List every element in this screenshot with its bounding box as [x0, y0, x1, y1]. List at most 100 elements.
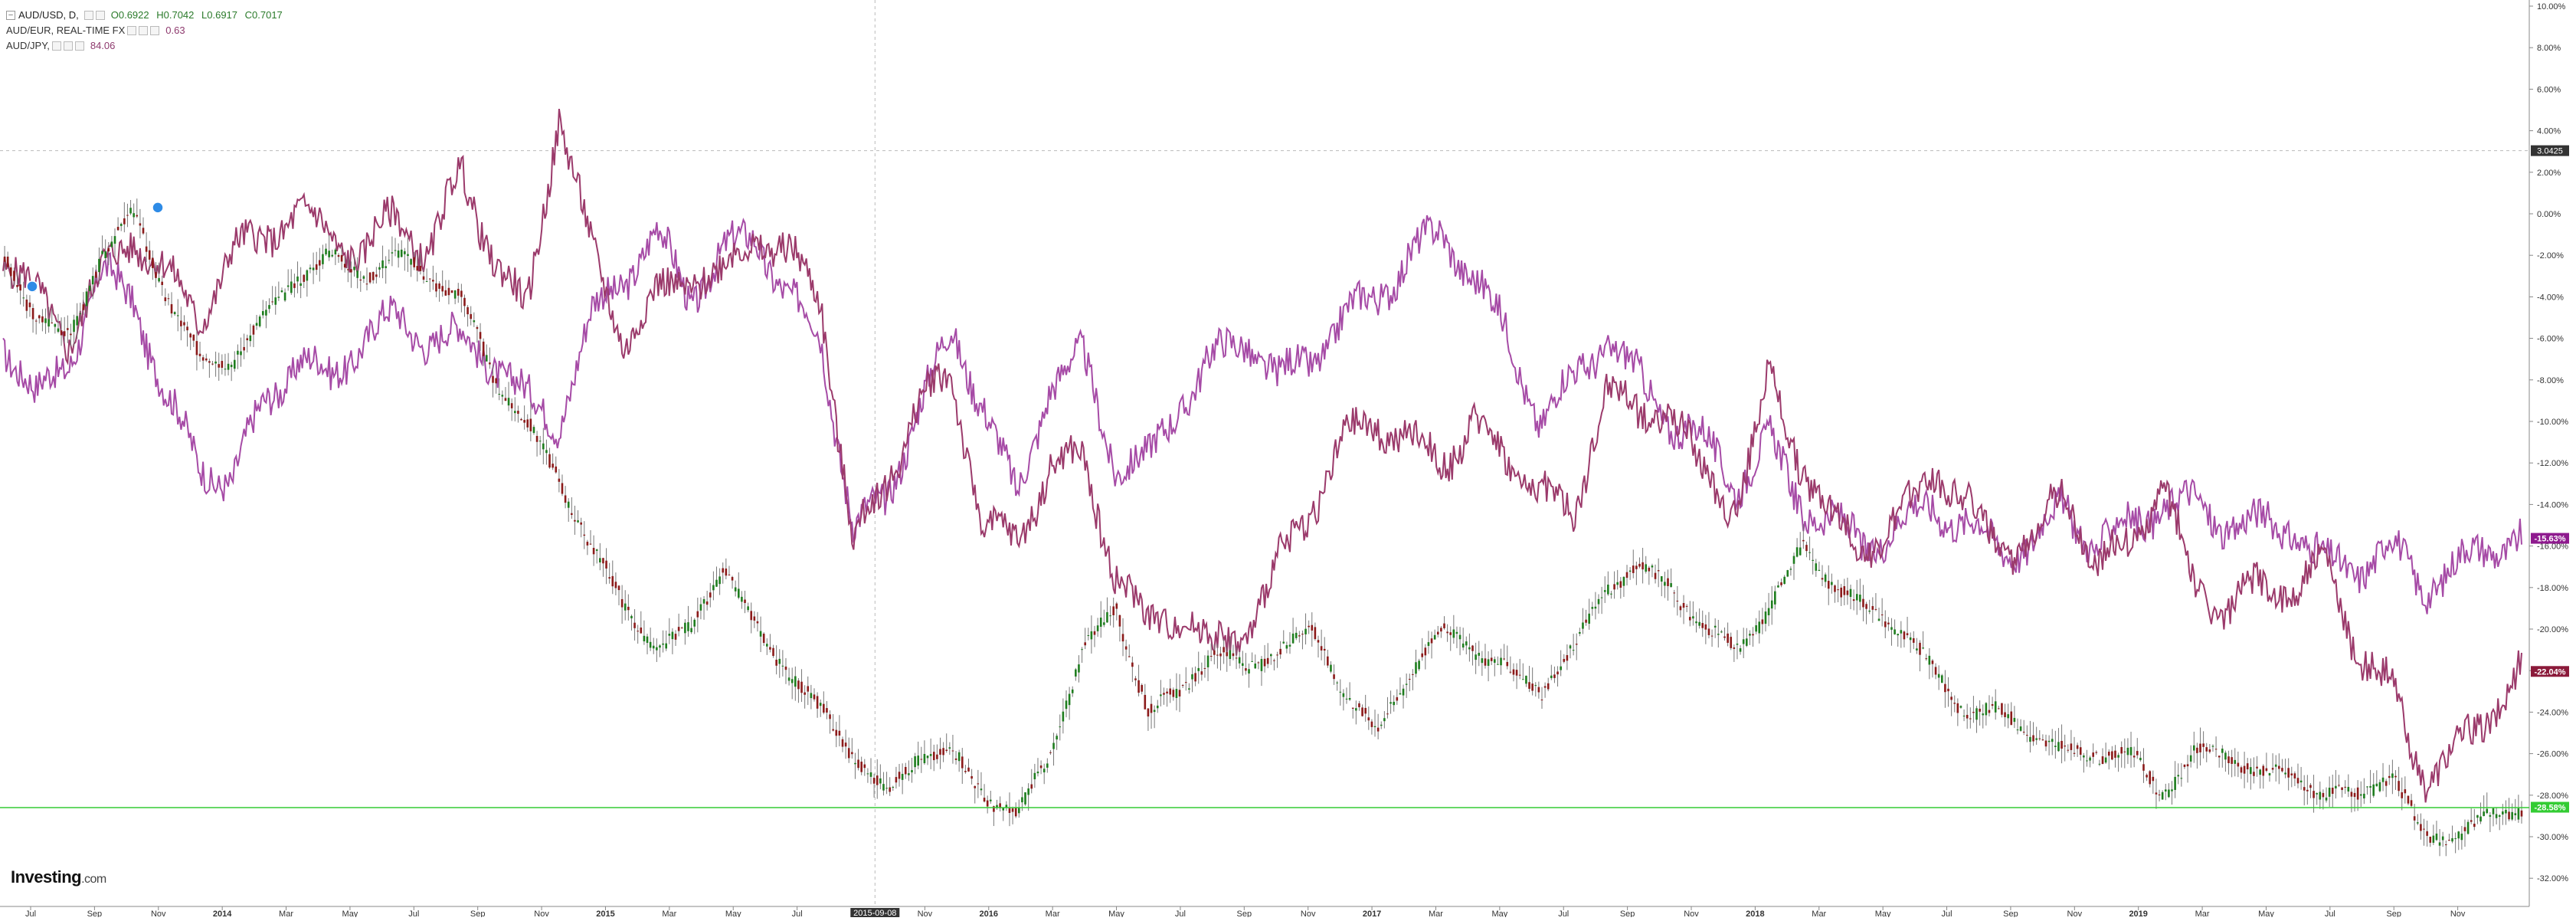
candle-body: [2429, 836, 2432, 843]
candle-body: [1421, 653, 1424, 657]
audjpy-series: [2, 215, 2522, 615]
candle-body: [1616, 582, 1619, 585]
candle-body: [343, 264, 346, 268]
candle-body: [715, 579, 718, 587]
candle-body: [1147, 708, 1150, 717]
y-tick-label: 6.00%: [2537, 85, 2561, 94]
candle-body: [1399, 693, 1402, 695]
candle-body: [892, 787, 895, 788]
candle-body: [942, 748, 944, 755]
candle-body: [507, 398, 510, 406]
close-icon[interactable]: [74, 41, 84, 51]
candle-body: [599, 558, 601, 562]
candle-body: [422, 276, 425, 280]
candle-body: [1115, 603, 1118, 609]
candle-body: [1396, 696, 1399, 701]
candle-body: [1033, 772, 1036, 780]
candle-body: [1730, 637, 1733, 648]
candle-body: [1698, 621, 1700, 626]
candle-body: [908, 773, 910, 775]
event-marker-icon[interactable]: [26, 280, 38, 293]
investing-logo[interactable]: Investing.com: [11, 867, 106, 887]
settings-icon[interactable]: [63, 41, 73, 51]
candle-body: [450, 290, 453, 293]
visibility-icon[interactable]: [51, 41, 61, 51]
candle-body: [211, 363, 214, 365]
y-tick-label: 4.00%: [2537, 127, 2561, 136]
x-tick-label: Jul: [792, 910, 803, 917]
candle-body: [1572, 650, 1575, 651]
x-tick-label: Sep: [87, 910, 103, 917]
visibility-icon[interactable]: [127, 26, 137, 35]
x-axis: Jul Sep Nov 2014 Mar May Jul Sep Nov 2015 Mar May Ju…: [25, 906, 2466, 919]
candle-body: [1304, 628, 1307, 634]
candle-body: [28, 302, 31, 307]
candle-body: [800, 681, 803, 693]
candle-body: [2388, 775, 2391, 778]
candle-body: [2208, 749, 2211, 752]
candle-body: [2287, 768, 2290, 778]
candle-body: [804, 692, 806, 695]
candle-body: [492, 375, 494, 383]
candle-body: [851, 752, 853, 755]
candle-body: [807, 686, 810, 692]
candle-body: [2435, 833, 2438, 841]
candle-body: [1827, 581, 1830, 589]
candle-body: [2316, 793, 2318, 795]
candle-body: [1160, 694, 1162, 696]
candle-body: [466, 306, 469, 315]
candle-body: [1582, 622, 1584, 629]
logo-suffix: .com: [81, 873, 106, 886]
candle-body: [1645, 564, 1648, 572]
candle-body: [1320, 646, 1323, 651]
x-tick-label: Jul: [2325, 910, 2335, 917]
candle-body: [221, 361, 224, 368]
close-icon[interactable]: [150, 26, 160, 35]
main-symbol[interactable]: AUD/USD, D,: [18, 9, 79, 21]
candle-body: [1358, 703, 1360, 707]
candle-body: [1890, 627, 1893, 630]
compare-eur-label[interactable]: AUD/EUR, REAL-TIME FX: [6, 25, 126, 36]
candle-body: [2221, 749, 2224, 753]
candle-body: [1966, 714, 1969, 719]
event-markers[interactable]: [26, 202, 164, 293]
candle-body: [309, 267, 312, 270]
candle-body: [1455, 631, 1458, 634]
candle-body: [1560, 666, 1562, 670]
candle-body: [756, 621, 759, 624]
candle-body: [844, 742, 847, 747]
candle-body: [2120, 747, 2123, 754]
candle-body: [95, 271, 97, 278]
event-marker-icon[interactable]: [152, 202, 164, 214]
candle-body: [479, 332, 482, 339]
candle-body: [350, 269, 352, 273]
compare-jpy-label[interactable]: AUD/JPY,: [6, 40, 50, 51]
candle-body: [1150, 703, 1153, 713]
candle-body: [328, 251, 330, 257]
candle-body: [983, 798, 986, 802]
candle-body: [866, 773, 869, 775]
candle-body: [1364, 707, 1367, 714]
candle-body: [2098, 763, 2101, 765]
settings-icon[interactable]: [83, 11, 93, 20]
collapse-icon[interactable]: –: [6, 11, 15, 20]
close-icon[interactable]: [95, 11, 105, 20]
candle-body: [1667, 578, 1669, 586]
y-tick-label: -12.00%: [2537, 459, 2568, 468]
settings-icon[interactable]: [139, 26, 149, 35]
candle-body: [1720, 631, 1723, 633]
candle-body: [693, 619, 696, 627]
candle-body: [2243, 765, 2246, 774]
candle-body: [261, 311, 264, 316]
candle-body: [2344, 786, 2346, 788]
candle-body: [2426, 831, 2428, 836]
candle-body: [753, 616, 756, 621]
candle-body: [1522, 679, 1524, 680]
candle-body: [1660, 576, 1663, 582]
candle-body: [2378, 782, 2381, 792]
candle-body: [218, 364, 221, 368]
candle-body: [1163, 693, 1165, 695]
candle-body: [432, 280, 434, 282]
